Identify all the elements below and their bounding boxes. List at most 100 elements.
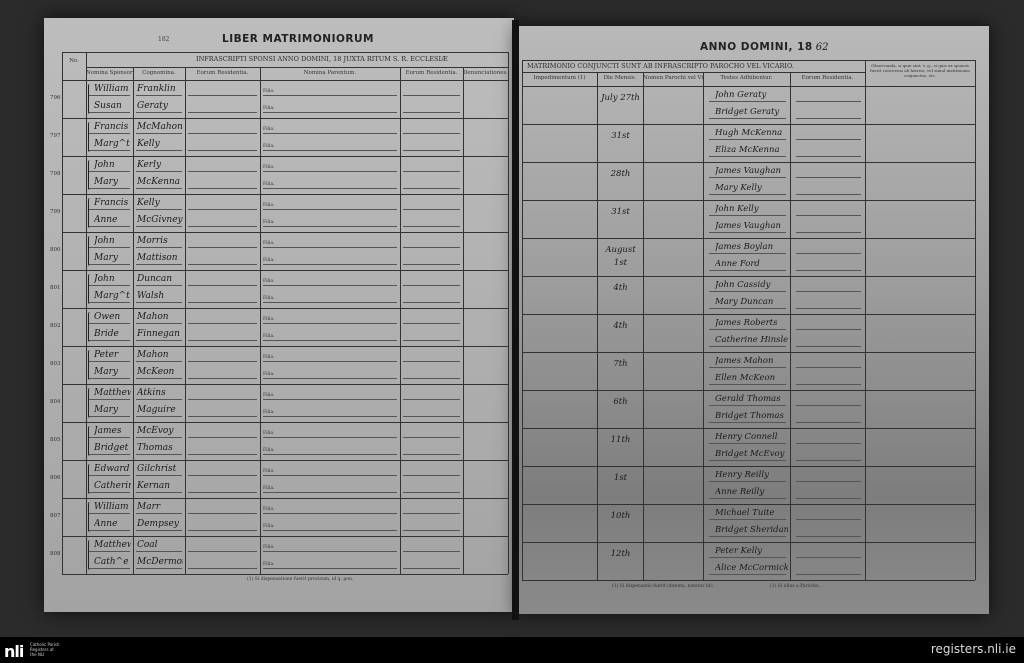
entry-number: 808 <box>50 551 61 557</box>
wife-surname: Mattison <box>137 253 178 263</box>
writing-line <box>89 475 130 476</box>
witness-2: Eliza McKenna <box>715 145 780 155</box>
husband-surname: Gilchrist <box>137 464 177 474</box>
writing-line <box>263 171 397 172</box>
husband-surname: Marr <box>137 502 161 512</box>
husband-name: Matthew <box>94 540 131 550</box>
husband-surname: Kelly <box>137 198 160 208</box>
husband-surname: Mahon <box>137 350 169 360</box>
writing-line <box>796 329 861 330</box>
writing-line <box>263 133 397 134</box>
parent-label: Filia. <box>263 524 275 529</box>
column-line <box>865 60 866 580</box>
row-line <box>522 276 975 277</box>
writing-line <box>136 361 182 362</box>
writing-line <box>796 232 861 233</box>
writing-line <box>136 171 182 172</box>
marriage-date: 6th <box>613 397 628 407</box>
writing-line <box>709 215 786 216</box>
writing-line <box>709 329 786 330</box>
writing-line <box>263 475 397 476</box>
writing-line <box>403 475 460 476</box>
husband-name: John <box>94 160 115 170</box>
witness-1: Peter Kelly <box>715 546 762 556</box>
writing-line <box>136 209 182 210</box>
witness-2: Bridget Thomas <box>715 411 784 421</box>
marriage-date: 4th <box>613 283 628 293</box>
writing-line <box>263 454 397 455</box>
writing-line <box>89 361 130 362</box>
wife-name: Catherine <box>94 481 131 491</box>
writing-line <box>403 530 460 531</box>
writing-line <box>89 264 130 265</box>
nli-logo: nli <box>4 642 24 661</box>
writing-line <box>796 367 861 368</box>
writing-line <box>796 557 861 558</box>
writing-line <box>188 568 257 569</box>
row-line <box>62 270 508 271</box>
writing-line <box>263 551 397 552</box>
row-line <box>62 308 508 309</box>
column-line <box>185 67 186 574</box>
writing-line <box>188 247 257 248</box>
writing-line <box>188 399 257 400</box>
writing-line <box>136 285 182 286</box>
row-line <box>62 156 508 157</box>
brace <box>88 274 92 304</box>
writing-line <box>709 405 786 406</box>
site-link[interactable]: registers.nli.ie <box>930 642 1016 656</box>
wife-surname: Dempsey <box>137 519 179 529</box>
parent-label: Filio. <box>263 545 275 550</box>
writing-line <box>89 378 130 379</box>
writing-line <box>263 247 397 248</box>
writing-line <box>263 323 397 324</box>
writing-line <box>709 460 786 461</box>
writing-line <box>709 156 786 157</box>
husband-surname: Kerly <box>137 160 162 170</box>
row-line <box>62 574 508 575</box>
husband-name: Edward <box>94 464 130 474</box>
wife-surname: McKenna <box>137 177 181 187</box>
row-line <box>62 232 508 233</box>
writing-line <box>796 101 861 102</box>
table-border <box>522 60 975 61</box>
writing-line <box>709 177 786 178</box>
writing-line <box>709 101 786 102</box>
header-divider <box>86 67 508 68</box>
writing-line <box>796 270 861 271</box>
writing-line <box>403 361 460 362</box>
writing-line <box>188 112 257 113</box>
writing-line <box>188 378 257 379</box>
entry-number: 799 <box>50 209 61 215</box>
wife-name: Marg^t <box>94 139 130 149</box>
witness-2: Mary Kelly <box>715 183 762 193</box>
wife-surname: McKeon <box>137 367 175 377</box>
wife-name: Anne <box>94 215 118 225</box>
column-line <box>703 72 704 580</box>
writing-line <box>403 323 460 324</box>
row-line <box>522 162 975 163</box>
writing-line <box>709 384 786 385</box>
husband-surname: Atkins <box>137 388 166 398</box>
writing-line <box>136 150 182 151</box>
writing-line <box>403 264 460 265</box>
writing-line <box>263 530 397 531</box>
marriage-date: 12th <box>610 549 631 559</box>
writing-line <box>89 226 130 227</box>
wife-surname: Kernan <box>137 481 171 491</box>
writing-line <box>709 270 786 271</box>
row-line <box>522 86 975 87</box>
writing-line <box>403 437 460 438</box>
row-line <box>62 460 508 461</box>
column-line <box>463 67 464 574</box>
witness-2: Alice McCormick <box>715 563 788 573</box>
right-footnote-2: (1) Si alius a Parocho. <box>770 584 820 589</box>
brace <box>88 464 92 494</box>
writing-line <box>89 437 130 438</box>
writing-line <box>403 209 460 210</box>
writing-line <box>403 247 460 248</box>
husband-surname: McMahon <box>137 122 183 132</box>
witness-1: John Geraty <box>715 90 767 100</box>
entry-number: 798 <box>50 171 61 177</box>
writing-line <box>403 285 460 286</box>
